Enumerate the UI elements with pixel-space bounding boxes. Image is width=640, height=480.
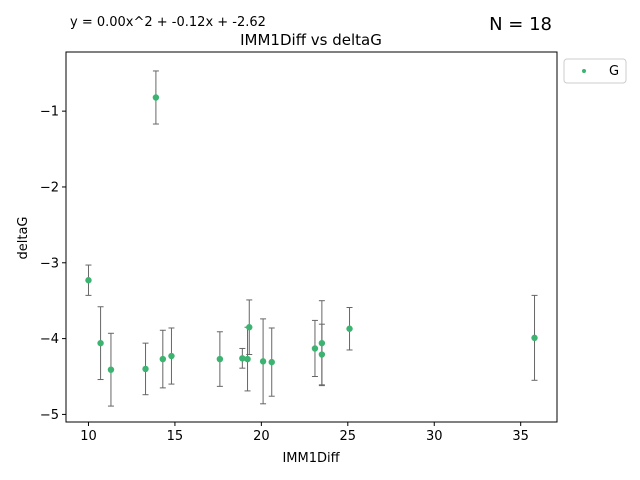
y-tick-label: −3 bbox=[40, 256, 59, 271]
legend-label: G bbox=[609, 64, 619, 79]
x-tick-label: 35 bbox=[512, 429, 529, 444]
x-tick-label: 30 bbox=[426, 429, 443, 444]
y-axis-ticks: −5 −4 −3 −2 −1 bbox=[40, 105, 66, 423]
legend-marker bbox=[582, 69, 586, 73]
data-point bbox=[346, 325, 353, 332]
x-axis-ticks: 10 15 20 25 30 35 bbox=[80, 422, 529, 444]
data-points bbox=[85, 94, 538, 373]
data-point bbox=[85, 277, 92, 284]
data-point bbox=[216, 355, 224, 363]
data-point bbox=[159, 355, 167, 363]
data-point bbox=[244, 355, 251, 363]
legend-box bbox=[563, 58, 627, 84]
y-axis-label: deltaG bbox=[16, 217, 31, 260]
data-point bbox=[531, 334, 538, 342]
data-point bbox=[311, 345, 319, 352]
x-tick-label: 10 bbox=[80, 429, 97, 444]
chart-title: IMM1Diff vs deltaG bbox=[240, 31, 382, 49]
y-tick-label: −2 bbox=[40, 180, 59, 195]
data-point bbox=[259, 358, 267, 365]
plot-frame bbox=[65, 51, 558, 423]
data-point bbox=[318, 339, 326, 347]
data-point bbox=[246, 324, 253, 331]
data-point bbox=[318, 351, 326, 358]
y-tick-label: −5 bbox=[40, 408, 59, 423]
legend: G bbox=[563, 58, 627, 84]
data-point bbox=[152, 94, 160, 101]
data-point bbox=[239, 355, 246, 362]
y-tick-label: −1 bbox=[40, 105, 59, 120]
n-count-label: N = 18 bbox=[489, 14, 552, 35]
x-axis-label: IMM1Diff bbox=[282, 451, 340, 466]
fit-equation: y = 0.00x^2 + -0.12x + -2.62 bbox=[70, 15, 266, 30]
data-point bbox=[97, 339, 104, 347]
x-tick-label: 20 bbox=[253, 429, 270, 444]
error-bars bbox=[85, 70, 538, 407]
x-tick-label: 25 bbox=[340, 429, 357, 444]
data-point bbox=[142, 365, 149, 373]
y-tick-label: −4 bbox=[40, 332, 59, 347]
x-tick-label: 15 bbox=[167, 429, 184, 444]
data-point bbox=[168, 352, 175, 360]
data-point bbox=[107, 366, 115, 373]
data-point bbox=[268, 358, 275, 366]
